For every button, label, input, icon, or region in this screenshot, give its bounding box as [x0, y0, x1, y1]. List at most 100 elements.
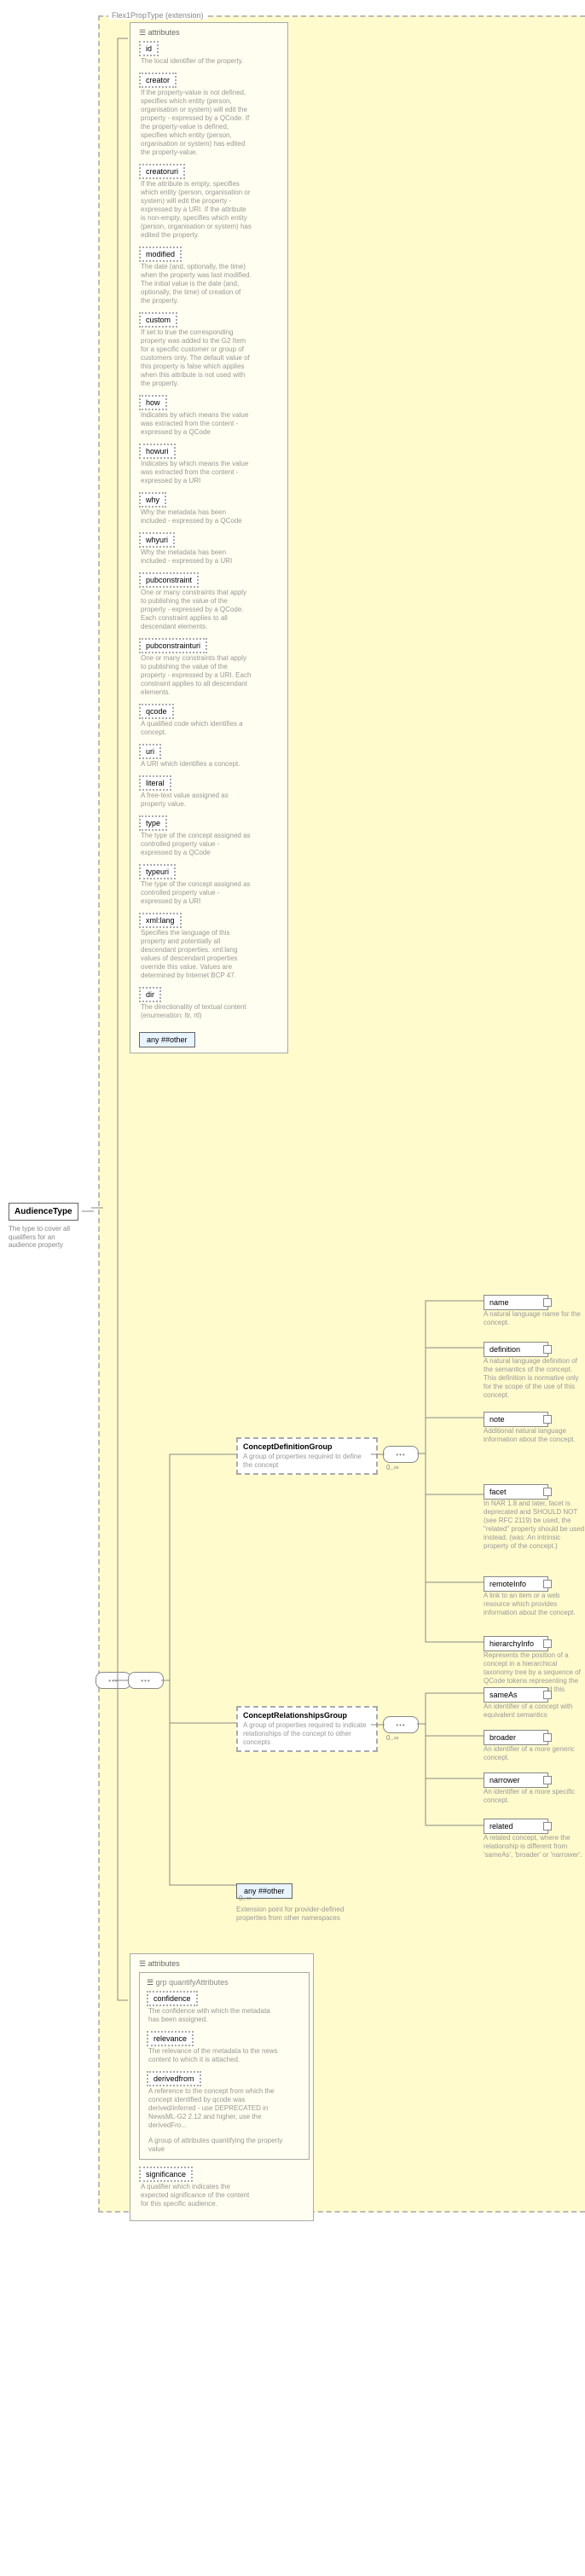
attr-name: creator — [139, 73, 177, 88]
mid-sequence — [128, 1672, 164, 1689]
attr-why: whyWhy the metadata has been included - … — [139, 492, 284, 525]
attr-name: uri — [139, 744, 161, 759]
concept-def-label: ConceptDefinitionGroup — [243, 1442, 371, 1451]
attr-name: whyuri — [139, 532, 175, 548]
attr-name: pubconstraint — [139, 572, 199, 588]
child-definition: definition — [484, 1342, 548, 1357]
attr-whyuri: whyuriWhy the metadata has been included… — [139, 532, 284, 566]
attr-pubconstraint: pubconstraintOne or many constraints tha… — [139, 572, 284, 631]
child-desc-related: A related concept, where the relationshi… — [484, 1834, 585, 1859]
child-hierarchyInfo: hierarchyInfo — [484, 1636, 548, 1651]
attr-desc: One or many constraints that apply to pu… — [141, 589, 252, 631]
attr-name: literal — [139, 775, 171, 791]
attr-desc: Indicates by which means the value was e… — [141, 411, 252, 437]
root-element: AudienceType — [9, 1203, 78, 1221]
child-desc-sameAs: An identifier of a concept with equivale… — [484, 1703, 585, 1720]
attr-name: xml:lang — [139, 913, 182, 928]
qattr-name: derivedfrom — [147, 2071, 201, 2086]
attr-howuri: howuriIndicates by which means the value… — [139, 444, 284, 485]
top-attr-header: ☰ attributes — [139, 28, 284, 38]
attr-name: type — [139, 815, 167, 831]
attr-desc: A free-text value assigned as property v… — [141, 792, 252, 809]
attr-name: modified — [139, 247, 182, 262]
child-related: related — [484, 1819, 548, 1834]
attr-desc: One or many constraints that apply to pu… — [141, 654, 252, 697]
attr-name: qcode — [139, 704, 174, 719]
attr-desc: If set to true the corresponding propert… — [141, 328, 252, 388]
attr-how: howIndicates by which means the value wa… — [139, 395, 284, 437]
quant-inner: ☰ grp quantifyAttributes confidenceThe c… — [139, 1972, 310, 2160]
any-card: 0..∞ — [239, 1894, 252, 1902]
attr-desc: A qualified code which identifies a conc… — [141, 720, 252, 737]
child-desc-remoteInfo: A link to an item or a web resource whic… — [484, 1592, 585, 1617]
rel-group-seq — [383, 1716, 419, 1733]
attr-modified: modifiedThe date (and, optionally, the t… — [139, 247, 284, 305]
attr-xmllang: xml:langSpecifies the language of this p… — [139, 913, 284, 980]
qattr-relevance: relevanceThe relevance of the metadata t… — [147, 2031, 304, 2064]
child-remoteInfo: remoteInfo — [484, 1576, 548, 1592]
attr-pubconstrainturi: pubconstrainturiOne or many constraints … — [139, 638, 284, 697]
quantify-section: ☰ attributes ☰ grp quantifyAttributes co… — [130, 1953, 314, 2221]
attr-desc: Indicates by which means the value was e… — [141, 460, 252, 485]
any-other-desc: Extension point for provider-defined pro… — [236, 1906, 347, 1923]
qattr-derivedfrom: derivedfromA reference to the concept fr… — [147, 2071, 304, 2130]
attr-uri: uriA URI which identifies a concept. — [139, 744, 284, 769]
root-title: AudienceType — [14, 1207, 72, 1216]
attr-dir: dirThe directionality of textual content… — [139, 987, 284, 1020]
rel-card: 0..∞ — [386, 1734, 399, 1742]
child-note: note — [484, 1412, 548, 1427]
concept-rel-desc: A group of properties required to indica… — [243, 1721, 371, 1747]
attr-name: howuri — [139, 444, 176, 459]
attr-creator: creatorIf the property-value is not defi… — [139, 73, 284, 157]
attr-id: idThe local identifier of the property. — [139, 41, 284, 66]
attr-desc: If the property-value is not defined, sp… — [141, 89, 252, 157]
quant-grp-desc: A group of attributes quantifying the pr… — [148, 2137, 289, 2154]
child-broader: broader — [484, 1730, 548, 1745]
attr-desc: Why the metadata has been included - exp… — [141, 508, 252, 525]
attr-creatoruri: creatoruriIf the attribute is empty, spe… — [139, 164, 284, 240]
qattr-desc: The confidence with which the metadata h… — [148, 2007, 281, 2024]
child-narrower: narrower — [484, 1772, 548, 1788]
extension-frame: Flex1PropType (extension) ☰ attributes i… — [98, 15, 585, 2213]
child-desc-definition: A natural language definition of the sem… — [484, 1357, 585, 1400]
any-other-attr: any ##other — [139, 1032, 195, 1047]
attr-name: dir — [139, 987, 161, 1002]
def-group-seq — [383, 1446, 419, 1463]
qattr-desc: The relevance of the metadata to the new… — [148, 2047, 281, 2064]
top-attributes: ☰ attributes idThe local identifier of t… — [130, 22, 288, 1053]
attr-name: why — [139, 492, 166, 508]
quant-header: ☰ attributes — [139, 1959, 310, 1969]
concept-def-group: ConceptDefinitionGroup A group of proper… — [236, 1437, 378, 1475]
attr-desc: The date (and, optionally, the time) whe… — [141, 263, 252, 305]
concept-rel-label: ConceptRelationshipsGroup — [243, 1711, 371, 1720]
qattr-confidence: confidenceThe confidence with which the … — [147, 1991, 304, 2024]
attr-name: typeuri — [139, 864, 176, 879]
attr-desc: The directionality of textual content (e… — [141, 1003, 252, 1020]
attr-desc: The type of the concept assigned as cont… — [141, 832, 252, 857]
attr-name: pubconstrainturi — [139, 638, 207, 653]
child-desc-narrower: An identifier of a more specific concept… — [484, 1788, 585, 1805]
concept-rel-group: ConceptRelationshipsGroup A group of pro… — [236, 1706, 378, 1752]
attr-desc: Why the metadata has been included - exp… — [141, 548, 252, 566]
attr-name: id — [139, 41, 159, 56]
attr-desc: The local identifier of the property. — [141, 57, 252, 66]
child-desc-note: Additional natural language information … — [484, 1427, 585, 1444]
child-facet: facet — [484, 1484, 548, 1500]
attr-qcode: qcodeA qualified code which identifies a… — [139, 704, 284, 737]
attr-significance: significance A qualifier which indicates… — [139, 2167, 310, 2208]
attr-typeuri: typeuriThe type of the concept assigned … — [139, 864, 284, 906]
qattr-desc: A reference to the concept from which th… — [148, 2087, 281, 2130]
extension-title: Flex1PropType (extension) — [108, 11, 207, 20]
qattr-name: relevance — [147, 2031, 194, 2046]
quant-grp-label: ☰ grp quantifyAttributes — [147, 1978, 304, 1987]
child-desc-name: A natural language name for the concept. — [484, 1310, 585, 1327]
attr-name: creatoruri — [139, 164, 185, 179]
qattr-name: confidence — [147, 1991, 198, 2006]
attr-name: custom — [139, 312, 177, 328]
attr-name: how — [139, 395, 167, 410]
def-card: 0..∞ — [386, 1464, 399, 1471]
child-name: name — [484, 1295, 548, 1310]
attr-desc: Specifies the language of this property … — [141, 929, 252, 980]
significance-name: significance — [139, 2167, 193, 2182]
attr-custom: customIf set to true the corresponding p… — [139, 312, 284, 388]
